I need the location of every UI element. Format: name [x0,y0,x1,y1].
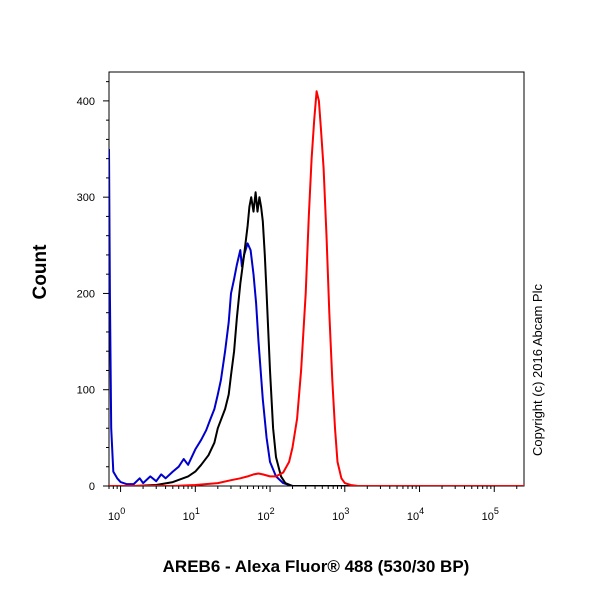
y-axis-title: Count [30,244,51,300]
x-tick-label: 100 [108,506,125,523]
y-tick-label: 300 [77,192,95,204]
y-tick-label: 0 [89,481,95,493]
series-line-1 [109,191,524,486]
x-tick-label: 102 [257,506,274,523]
x-axis-title: AREB6 - Alexa Fluor® 488 (530/30 BP) [163,557,470,576]
x-tick-label: 104 [407,506,424,523]
x-tick-label: 103 [332,506,349,523]
y-axis-ticks: 0 100 200 300 400 [77,81,109,493]
series-layer [109,90,524,486]
y-tick-label: 200 [77,288,95,300]
series-line-2 [109,90,524,486]
x-tick-label: 101 [183,506,200,523]
x-axis-ticks: 100 101 102 103 104 105 [108,486,518,523]
plot-frame [108,71,525,487]
x-tick-label: 105 [482,506,499,523]
y-tick-label: 400 [77,96,95,108]
y-tick-label: 100 [77,385,95,397]
copyright-text: Copyright (c) 2016 Abcam Plc [530,284,545,456]
series-line-0 [109,148,524,486]
